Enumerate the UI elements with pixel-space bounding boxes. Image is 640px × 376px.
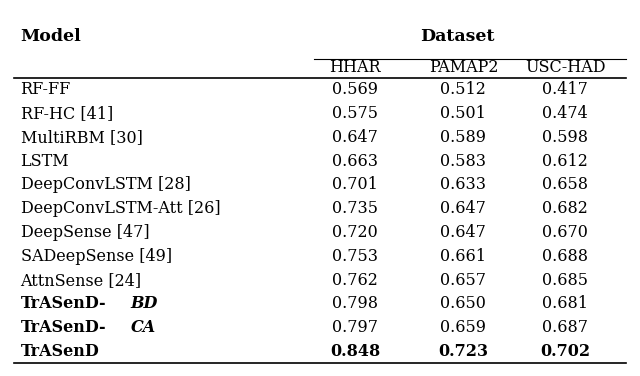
Text: 0.663: 0.663 — [332, 153, 378, 170]
Text: TrASenD-: TrASenD- — [20, 296, 106, 312]
Text: 0.647: 0.647 — [440, 224, 486, 241]
Text: 0.670: 0.670 — [542, 224, 588, 241]
Text: 0.647: 0.647 — [332, 129, 378, 146]
Text: HHAR: HHAR — [329, 59, 381, 76]
Text: DeepSense [47]: DeepSense [47] — [20, 224, 149, 241]
Text: LSTM: LSTM — [20, 153, 69, 170]
Text: AttnSense [24]: AttnSense [24] — [20, 271, 141, 289]
Text: 0.583: 0.583 — [440, 153, 486, 170]
Text: 0.687: 0.687 — [542, 319, 588, 336]
Text: 0.688: 0.688 — [542, 248, 588, 265]
Text: 0.702: 0.702 — [540, 343, 590, 360]
Text: TrASenD-: TrASenD- — [20, 319, 106, 336]
Text: 0.661: 0.661 — [440, 248, 486, 265]
Text: 0.798: 0.798 — [332, 296, 378, 312]
Text: 0.512: 0.512 — [440, 81, 486, 98]
Text: 0.598: 0.598 — [542, 129, 588, 146]
Text: MultiRBM [30]: MultiRBM [30] — [20, 129, 142, 146]
Text: 0.685: 0.685 — [542, 271, 588, 289]
Text: 0.735: 0.735 — [332, 200, 378, 217]
Text: 0.650: 0.650 — [440, 296, 486, 312]
Text: 0.753: 0.753 — [332, 248, 378, 265]
Text: DeepConvLSTM [28]: DeepConvLSTM [28] — [20, 176, 190, 194]
Text: 0.633: 0.633 — [440, 176, 486, 194]
Text: Model: Model — [20, 27, 81, 44]
Text: 0.762: 0.762 — [332, 271, 378, 289]
Text: 0.659: 0.659 — [440, 319, 486, 336]
Text: PAMAP2: PAMAP2 — [429, 59, 498, 76]
Text: 0.474: 0.474 — [543, 105, 588, 122]
Text: RF-HC [41]: RF-HC [41] — [20, 105, 113, 122]
Text: 0.589: 0.589 — [440, 129, 486, 146]
Text: 0.575: 0.575 — [332, 105, 378, 122]
Text: SADeepSense [49]: SADeepSense [49] — [20, 248, 172, 265]
Text: 0.658: 0.658 — [542, 176, 588, 194]
Text: 0.848: 0.848 — [330, 343, 380, 360]
Text: 0.569: 0.569 — [332, 81, 378, 98]
Text: 0.612: 0.612 — [542, 153, 588, 170]
Text: 0.723: 0.723 — [438, 343, 488, 360]
Text: 0.647: 0.647 — [440, 200, 486, 217]
Text: CA: CA — [131, 319, 156, 336]
Text: 0.720: 0.720 — [332, 224, 378, 241]
Text: TrASenD: TrASenD — [20, 343, 99, 360]
Text: USC-HAD: USC-HAD — [525, 59, 605, 76]
Text: 0.501: 0.501 — [440, 105, 486, 122]
Text: 0.682: 0.682 — [542, 200, 588, 217]
Text: RF-FF: RF-FF — [20, 81, 71, 98]
Text: DeepConvLSTM-Att [26]: DeepConvLSTM-Att [26] — [20, 200, 220, 217]
Text: 0.657: 0.657 — [440, 271, 486, 289]
Text: 0.417: 0.417 — [542, 81, 588, 98]
Text: Dataset: Dataset — [420, 27, 494, 44]
Text: 0.797: 0.797 — [332, 319, 378, 336]
Text: BD: BD — [131, 296, 158, 312]
Text: 0.681: 0.681 — [542, 296, 588, 312]
Text: 0.701: 0.701 — [332, 176, 378, 194]
